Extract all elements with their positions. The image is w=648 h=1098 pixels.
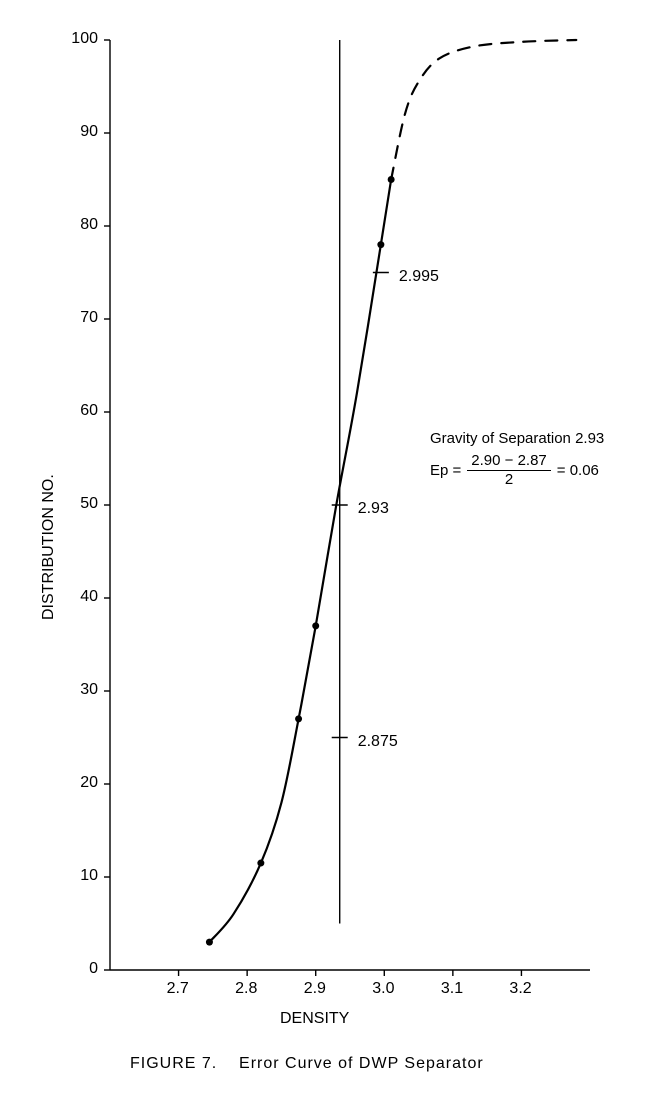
point-annotation: 2.93 [358,500,389,518]
point-annotation: 2.995 [399,268,439,286]
data-marker [295,715,302,722]
error-curve-dashed [391,40,576,180]
data-marker [377,241,384,248]
ep-prefix: Ep = [430,462,461,479]
info-box: Gravity of Separation 2.93 Ep = 2.90 − 2… [430,430,630,489]
data-marker [312,622,319,629]
info-line1: Gravity of Separation 2.93 [430,430,630,447]
chart-svg [0,0,648,1098]
data-marker [206,939,213,946]
data-marker [388,176,395,183]
y-axis-label: DISTRIBUTION NO. [40,474,58,620]
ep-fraction: 2.90 − 2.87 2 [467,453,550,489]
ep-denominator: 2 [467,471,550,489]
y-tick-label: 80 [80,216,98,234]
y-tick-label: 100 [71,30,98,48]
figure-caption: FIGURE 7. Error Curve of DWP Separator [130,1055,484,1073]
ep-result: = 0.06 [557,462,599,479]
x-tick-label: 3.1 [441,980,463,998]
ep-numerator: 2.90 − 2.87 [467,453,550,471]
x-tick-label: 3.2 [509,980,531,998]
error-curve-solid [209,180,391,943]
x-tick-label: 2.7 [167,980,189,998]
y-tick-label: 10 [80,867,98,885]
x-tick-label: 2.8 [235,980,257,998]
ep-equation: Ep = 2.90 − 2.87 2 = 0.06 [430,453,630,489]
x-tick-label: 2.9 [304,980,326,998]
x-tick-label: 3.0 [372,980,394,998]
y-tick-label: 0 [89,960,98,978]
x-axis-label: DENSITY [280,1010,349,1028]
y-tick-label: 90 [80,123,98,141]
y-tick-label: 60 [80,402,98,420]
y-tick-label: 40 [80,588,98,606]
y-tick-label: 30 [80,681,98,699]
y-tick-label: 20 [80,774,98,792]
y-tick-label: 70 [80,309,98,327]
caption-text: Error Curve of DWP Separator [239,1055,484,1072]
y-tick-label: 50 [80,495,98,513]
data-marker [257,860,264,867]
figure-container: { "figure": { "type": "line", "caption_p… [0,0,648,1098]
point-annotation: 2.875 [358,733,398,751]
caption-prefix: FIGURE 7. [130,1055,217,1072]
